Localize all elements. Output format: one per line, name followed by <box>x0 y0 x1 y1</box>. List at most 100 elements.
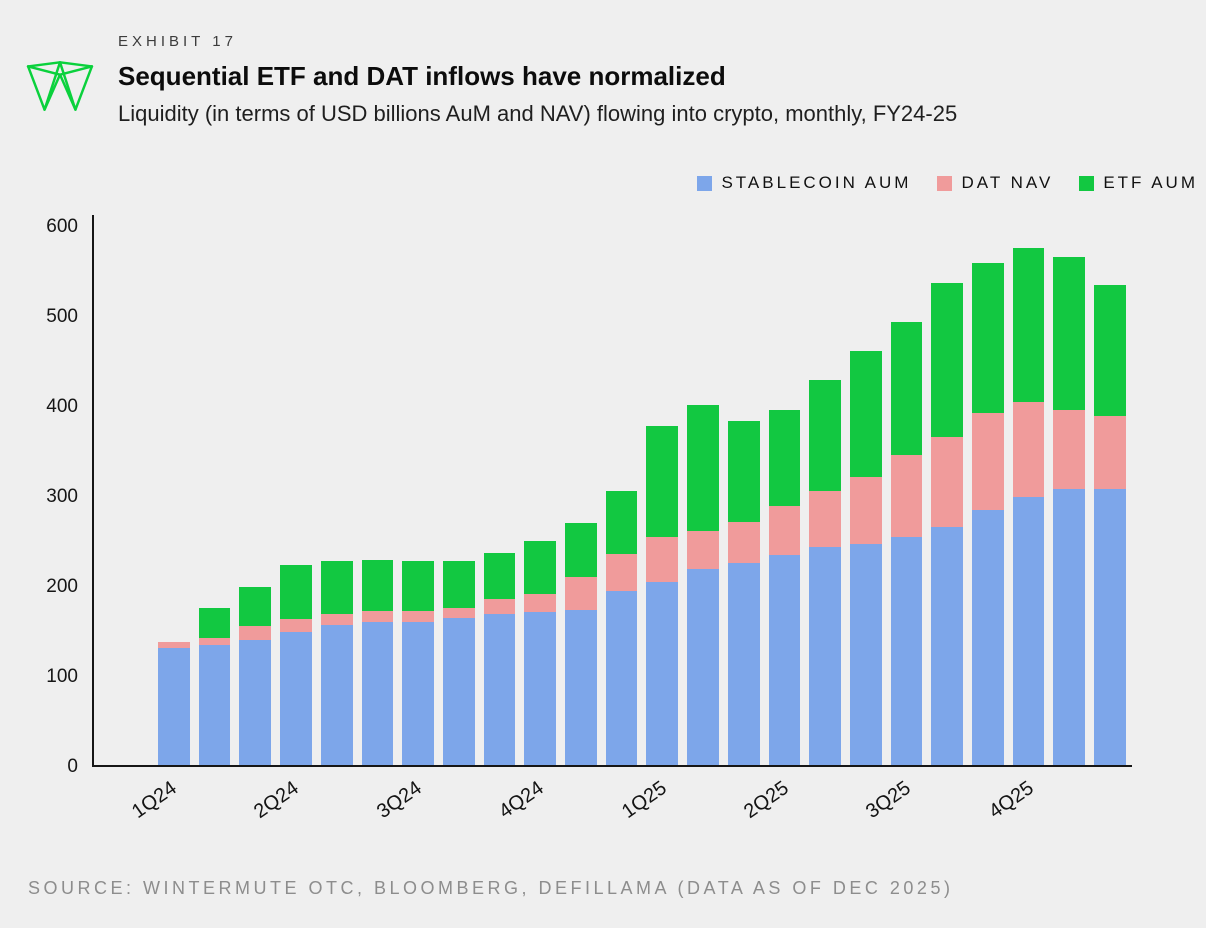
bar-month-21 <box>972 262 1004 765</box>
segment-stablecoin-aum-m15 <box>727 562 760 765</box>
segment-etf-aum-m4 <box>280 565 312 620</box>
segment-etf-aum-m12 <box>605 490 638 554</box>
segment-dat-nav-m8 <box>442 608 475 619</box>
exhibit-label: EXHIBIT 17 <box>118 33 237 50</box>
segment-dat-nav-m24 <box>1094 415 1126 489</box>
bar-month-7 <box>402 560 434 765</box>
legend-item-etf-aum: ETF AUM <box>1079 173 1198 193</box>
y-tick-100: 100 <box>46 666 78 687</box>
bar-month-22 <box>1012 248 1045 765</box>
chart-header: EXHIBIT 17 Sequential ETF and DAT inflow… <box>118 33 957 127</box>
legend-item-stablecoin-aum: STABLECOIN AUM <box>697 173 911 193</box>
x-tick-2Q24: 2Q24 <box>250 771 391 857</box>
bar-month-13 <box>646 425 679 765</box>
segment-stablecoin-aum-m14 <box>687 568 719 765</box>
x-tick-4Q24: 4Q24 <box>495 771 636 857</box>
plot-bars <box>94 215 1132 765</box>
legend-swatch-etf-aum <box>1079 175 1095 191</box>
segment-stablecoin-aum-m19 <box>890 537 923 765</box>
bar-month-10 <box>524 540 557 765</box>
segment-etf-aum-m16 <box>768 409 801 506</box>
segment-etf-aum-m21 <box>972 262 1004 414</box>
segment-dat-nav-m7 <box>402 611 434 622</box>
segment-stablecoin-aum-m7 <box>402 621 434 765</box>
segment-stablecoin-aum-m10 <box>524 612 557 765</box>
bar-month-5 <box>320 560 353 765</box>
segment-dat-nav-m22 <box>1012 402 1045 497</box>
y-tick-400: 400 <box>46 396 78 417</box>
segment-dat-nav-m16 <box>768 505 801 556</box>
segment-stablecoin-aum-m21 <box>972 510 1004 765</box>
segment-etf-aum-m10 <box>524 540 557 594</box>
segment-dat-nav-m4 <box>280 619 312 632</box>
bar-month-6 <box>361 559 394 765</box>
segment-etf-aum-m9 <box>483 552 516 599</box>
x-tick-label: 1Q24 <box>128 776 181 824</box>
bar-month-17 <box>809 379 841 765</box>
x-axis-tick-labels: 1Q24 2Q24 3Q24 4Q24 1Q25 2Q25 3Q25 4Q25 <box>92 771 1132 857</box>
chart-subtitle: Liquidity (in terms of USD billions AuM … <box>118 101 958 126</box>
y-axis-tick-labels: 0 100 200 300 400 500 600 <box>28 215 86 777</box>
segment-dat-nav-m11 <box>565 576 597 611</box>
bar-month-3 <box>239 586 272 765</box>
segment-dat-nav-m15 <box>727 522 760 563</box>
segment-dat-nav-m19 <box>890 454 923 538</box>
bar-month-1 <box>158 641 190 765</box>
segment-etf-aum-m7 <box>402 560 434 612</box>
bar-month-2 <box>198 607 231 765</box>
chart-title: Sequential ETF and DAT inflows have norm… <box>118 61 726 91</box>
segment-dat-nav-m6 <box>361 611 394 622</box>
legend-swatch-stablecoin-aum <box>697 175 713 191</box>
wintermute-logo-icon <box>26 61 94 111</box>
segment-stablecoin-aum-m3 <box>239 639 272 765</box>
segment-etf-aum-m6 <box>361 559 394 612</box>
legend-item-dat-nav: DAT NAV <box>937 173 1053 193</box>
segment-etf-aum-m23 <box>1053 257 1086 410</box>
segment-etf-aum-m24 <box>1094 285 1126 416</box>
segment-stablecoin-aum-m24 <box>1094 488 1126 765</box>
segment-etf-aum-m2 <box>198 607 231 639</box>
segment-stablecoin-aum-m1 <box>158 648 190 765</box>
segment-stablecoin-aum-m8 <box>442 618 475 765</box>
segment-stablecoin-aum-m2 <box>198 645 231 765</box>
x-tick-1Q25: 1Q25 <box>618 771 759 857</box>
segment-etf-aum-m5 <box>320 560 353 614</box>
segment-dat-nav-m3 <box>239 625 272 640</box>
x-tick-3Q25: 3Q25 <box>862 771 1003 857</box>
x-tick-3Q24: 3Q24 <box>373 771 514 857</box>
segment-stablecoin-aum-m17 <box>809 547 841 765</box>
segment-stablecoin-aum-m12 <box>605 591 638 765</box>
segment-stablecoin-aum-m20 <box>931 526 964 765</box>
bar-month-19 <box>890 322 923 765</box>
legend-swatch-dat-nav <box>937 175 953 191</box>
y-tick-500: 500 <box>46 306 78 327</box>
segment-dat-nav-m17 <box>809 490 841 548</box>
segment-dat-nav-m13 <box>646 537 679 583</box>
bar-month-16 <box>768 409 801 765</box>
segment-stablecoin-aum-m23 <box>1053 488 1086 765</box>
bar-month-8 <box>442 560 475 765</box>
plot-area <box>92 215 1132 767</box>
legend-label-dat-nav: DAT NAV <box>961 173 1054 192</box>
bar-month-20 <box>931 282 964 765</box>
bar-month-14 <box>687 405 719 765</box>
segment-stablecoin-aum-m16 <box>768 555 801 765</box>
bar-month-23 <box>1053 257 1086 765</box>
y-tick-600: 600 <box>46 216 78 237</box>
segment-stablecoin-aum-m4 <box>280 631 312 765</box>
bar-month-24 <box>1094 285 1126 765</box>
segment-dat-nav-m9 <box>483 598 516 614</box>
segment-etf-aum-m14 <box>687 405 719 532</box>
segment-stablecoin-aum-m9 <box>483 613 516 765</box>
segment-stablecoin-aum-m6 <box>361 621 394 765</box>
segment-stablecoin-aum-m18 <box>849 543 882 765</box>
segment-etf-aum-m11 <box>565 522 597 577</box>
segment-stablecoin-aum-m13 <box>646 582 679 765</box>
segment-etf-aum-m19 <box>890 322 923 455</box>
segment-etf-aum-m13 <box>646 425 679 538</box>
segment-stablecoin-aum-m11 <box>565 610 597 765</box>
bar-month-9 <box>483 552 516 765</box>
segment-dat-nav-m2 <box>198 638 231 646</box>
bar-month-15 <box>727 421 760 765</box>
